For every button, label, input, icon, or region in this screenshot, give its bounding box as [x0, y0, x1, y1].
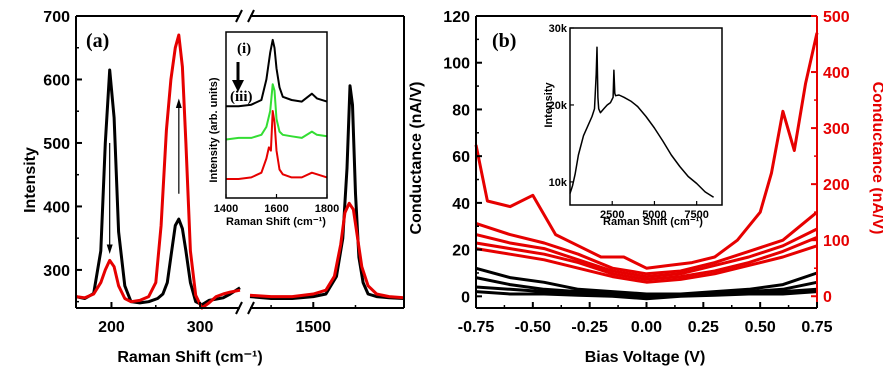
panel-b-inset-x-tick-label: 7500 [684, 209, 708, 221]
panel-b-x-tick-label: 0.00 [631, 319, 662, 336]
panel-b-right-y-tick-label: 400 [823, 65, 850, 82]
panel-b-inset-y-tick-label: 30k [549, 23, 568, 35]
panel-a-y-axis-title: Intensity [22, 147, 39, 213]
panel-a-y-tick-label: 700 [43, 9, 70, 26]
panel-b-left-y-tick-label: 20 [452, 243, 470, 260]
panel-a-y-tick-label: 300 [43, 263, 70, 280]
panel-b-right-y-tick-label: 0 [823, 289, 832, 306]
panel-a-arrows [106, 98, 182, 255]
panel-a-axis-break-mark [235, 301, 243, 315]
panel-b-inset-x-axis-title: Raman Shift (cm⁻¹) [603, 216, 703, 228]
panel-b-x-tick-label: -0.25 [571, 319, 608, 336]
panel-b-inset-border [569, 27, 723, 206]
panel-b-inset-series [569, 46, 715, 198]
panel-a-inset-x-axis-title: Raman Shift (cm⁻¹) [226, 216, 326, 228]
panel-b-inset-frame: 2500 5000 7500 10k 20k 30k [549, 23, 723, 221]
panel-b-ticks: 0 20 40 60 80 100 120 0 100 200 300 400 500 -0.75 -0.5… [443, 9, 850, 336]
panel-a-inset-x-tick-label: 1600 [264, 203, 288, 215]
panel-a-x-tick-label: 300 [187, 319, 214, 336]
panel-a-inset-series-1 [225, 83, 328, 141]
panel-b-series-5 [475, 211, 818, 276]
panel-a-inset-series-0 [226, 38, 328, 108]
panel-b-inset-y-axis-title: Intensity [543, 82, 555, 128]
panel-b-series-6 [475, 227, 818, 279]
panel-b-series-8 [475, 244, 818, 284]
panel-b-x-tick-label: 0.75 [801, 319, 832, 336]
panel-b-inset-x-tick-label: 2500 [600, 209, 624, 221]
panel-b-left-y-tick-label: 0 [461, 289, 470, 306]
panel-b-x-tick-label: 0.25 [688, 319, 719, 336]
panel-b-right-y-tick-label: 300 [823, 121, 850, 138]
panel-b-left-y-tick-label: 120 [443, 9, 470, 26]
panel-a-axis-break-mark [247, 9, 255, 23]
panel-a-axis-break-mark [235, 9, 243, 23]
panel-a-arrow-up-head [175, 98, 182, 109]
panel-a-frame [75, 9, 405, 315]
panel-a-inset-x-tick-label: 1400 [214, 203, 238, 215]
panel-a-series-1-segment-high [249, 201, 405, 300]
panel-a-y-tick-label: 400 [43, 199, 70, 216]
panel-a-y-tick-label: 600 [43, 72, 70, 89]
panel-b-series-4 [474, 32, 819, 270]
panel-a-inset-arrow [232, 62, 244, 92]
panel-a-ticks: 300 400 500 600 700 200 300 1500 [43, 9, 357, 336]
panel-a-series-0-segment-high [249, 84, 405, 300]
panel-a-series-0-segment-low [75, 68, 241, 307]
panel-b-series-7 [475, 236, 818, 281]
panel-b-inset-y-tick-label: 10k [549, 177, 568, 189]
panel-a-x-tick-label: 1500 [295, 319, 331, 336]
panel-a-inset-y-axis-title: Intensity (arb. units) [208, 77, 220, 182]
panel-b-left-y-tick-label: 80 [452, 102, 470, 119]
panel-b-left-y-tick-label: 60 [452, 149, 470, 166]
panel-a-inset-label-i: (i) [237, 41, 251, 57]
panel-a-inset-series [225, 38, 328, 180]
panel-b-inset-series-0 [569, 46, 715, 198]
panel-b-left-y-tick-label: 100 [443, 56, 470, 73]
panel-a-label: (a) [86, 30, 109, 52]
panel-b: 0 20 40 60 80 100 120 0 100 200 300 400 500 -0.75 -0.5… [408, 9, 883, 366]
panel-b-right-y-tick-label: 200 [823, 177, 850, 194]
panel-a-axis-break-mark [247, 301, 255, 315]
panel-b-inset-x-tick-label: 5000 [642, 209, 666, 221]
panel-b-right-y-tick-label: 100 [823, 233, 850, 250]
panel-b-inset: 2500 5000 7500 10k 20k 30k Intensity Raman Sh… [543, 23, 723, 228]
panel-b-left-y-axis-title: Conductance (nA/V) [408, 82, 425, 235]
panel-a-inset-label-iii: (iii) [230, 89, 253, 105]
panel-b-series-3 [475, 290, 818, 301]
panel-a-inset-arrow-head [232, 80, 244, 92]
panel-a-inset-x-tick-label: 1800 [315, 203, 339, 215]
panel-b-label: (b) [492, 30, 516, 52]
panel-b-series [474, 32, 819, 301]
panel-a: 300 400 500 600 700 200 300 1500 (a) Intensity … [22, 9, 405, 366]
panel-b-right-y-axis-title: Conductance (nA/V) [869, 82, 883, 235]
panel-b-x-axis-title: Bias Voltage (V) [585, 349, 706, 366]
panel-a-inset-frame: 1400 1600 1800 [214, 31, 339, 215]
panel-b-inset-y-tick-label: 20k [549, 100, 568, 112]
panel-a-y-tick-label: 500 [43, 136, 70, 153]
panel-b-right-y-tick-label: 500 [823, 9, 850, 26]
panel-a-inset: 1400 1600 1800 (i) (iii) Intensity (arb. u… [208, 31, 339, 228]
panel-a-arrow-down-head [106, 244, 113, 255]
panel-b-x-tick-label: -0.50 [515, 319, 552, 336]
panel-a-inset-series-2 [226, 110, 328, 180]
panel-a-x-axis-title: Raman Shift (cm⁻¹) [117, 349, 262, 366]
panel-b-x-tick-label: -0.75 [458, 319, 495, 336]
panel-b-x-tick-label: 0.50 [745, 319, 776, 336]
panel-a-series-1-segment-low [75, 33, 241, 310]
panel-b-left-y-tick-label: 40 [452, 196, 470, 213]
panel-a-x-tick-label: 200 [98, 319, 125, 336]
panel-a-series [75, 33, 405, 310]
